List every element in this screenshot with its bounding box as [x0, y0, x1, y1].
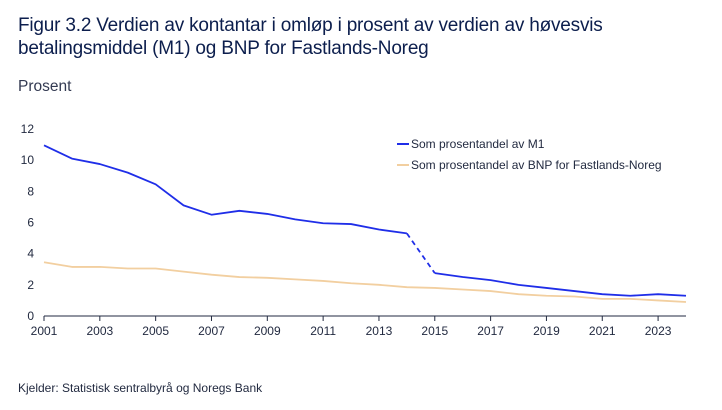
x-tick-label: 2011 — [310, 324, 336, 338]
y-tick-label: 6 — [27, 216, 34, 230]
x-tick-label: 2017 — [477, 324, 504, 338]
series-line-bnp — [43, 261, 687, 303]
x-tick-label: 2023 — [645, 324, 672, 338]
y-tick-label: 2 — [27, 278, 34, 292]
x-tick-label: 2009 — [254, 324, 281, 338]
series-lines — [43, 144, 687, 303]
x-tick-label: 2007 — [198, 324, 225, 338]
x-tick-label: 2019 — [533, 324, 560, 338]
x-tick-label: 2003 — [86, 324, 113, 338]
series-line-m1-dashed-break — [406, 232, 436, 274]
legend-label: Som prosentandel av M1 — [411, 137, 545, 151]
y-axis-ticks: 0 2 4 6 8 10 12 — [21, 122, 35, 323]
legend: Som prosentandel av M1 Som prosentandel a… — [397, 137, 662, 172]
x-tick-label: 2015 — [421, 324, 448, 338]
series-line-m1 — [43, 144, 407, 235]
x-tick-label: 2021 — [589, 324, 616, 338]
x-tick-label: 2005 — [142, 324, 169, 338]
y-tick-label: 10 — [21, 153, 35, 167]
y-tick-label: 12 — [21, 122, 35, 136]
y-tick-label: 0 — [27, 309, 34, 323]
y-unit-label: Prosent — [18, 78, 72, 95]
chart-title: Figur 3.2 Verdien av kontantar i omløp i… — [18, 15, 603, 59]
legend-label: Som prosentandel av BNP for Fastlands-No… — [411, 158, 662, 172]
x-axis-ticks: 2001 2003 2005 2007 2009 2011 2013 2015 2017 2019… — [31, 316, 672, 338]
source-note: Kjelder: Statistisk sentralbyrå og Noreg… — [18, 381, 263, 395]
x-tick-label: 2001 — [31, 324, 58, 338]
y-tick-label: 4 — [27, 247, 34, 261]
y-tick-label: 8 — [27, 184, 34, 198]
x-tick-label: 2013 — [366, 324, 393, 338]
series-line-m1 — [434, 272, 687, 297]
